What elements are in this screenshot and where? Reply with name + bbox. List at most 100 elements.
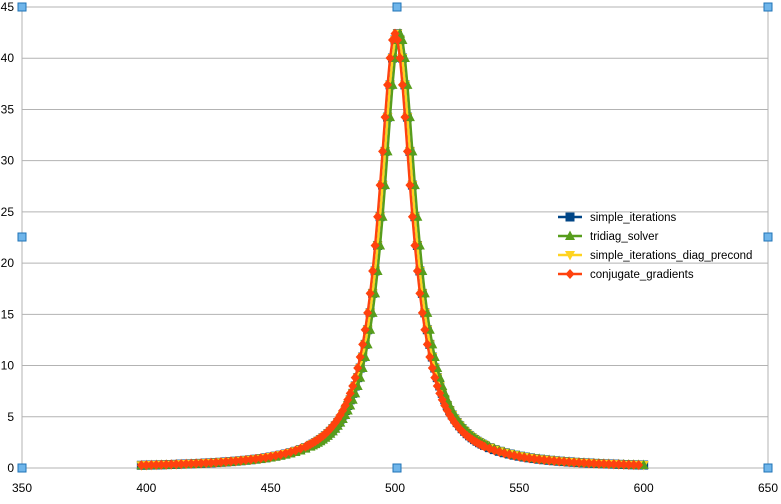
selection-handles[interactable] bbox=[17, 2, 773, 473]
legend-item: simple_iterations bbox=[558, 212, 677, 224]
data-point bbox=[584, 458, 594, 469]
legend-swatch-marker bbox=[565, 251, 575, 261]
data-point bbox=[397, 79, 407, 90]
y-tick-label: 0 bbox=[7, 461, 14, 475]
data-point bbox=[539, 455, 549, 466]
x-tick-label: 650 bbox=[758, 481, 778, 495]
data-point bbox=[236, 455, 246, 466]
y-tick-label: 10 bbox=[1, 359, 15, 373]
data-point bbox=[420, 324, 430, 335]
x-tick-label: 600 bbox=[634, 481, 654, 495]
resize-handle[interactable] bbox=[392, 2, 402, 12]
data-point bbox=[365, 288, 375, 299]
data-point bbox=[358, 339, 368, 350]
legend: simple_iterations tridiag_solver simple_it… bbox=[558, 212, 752, 281]
data-point bbox=[564, 457, 574, 468]
data-point bbox=[355, 352, 365, 363]
data-point bbox=[211, 457, 221, 468]
data-point bbox=[609, 459, 619, 470]
data-point bbox=[569, 457, 579, 468]
data-point bbox=[412, 265, 422, 276]
resize-handle[interactable] bbox=[763, 2, 773, 12]
y-tick-label: 45 bbox=[1, 0, 15, 14]
data-point bbox=[425, 352, 435, 363]
data-point bbox=[166, 459, 176, 470]
data-point bbox=[383, 79, 393, 90]
resize-handle[interactable] bbox=[17, 232, 27, 242]
data-point bbox=[181, 458, 191, 469]
data-point bbox=[196, 458, 206, 469]
x-tick-label: 500 bbox=[385, 481, 405, 495]
data-point bbox=[146, 459, 156, 470]
data-point bbox=[619, 459, 629, 470]
data-point bbox=[559, 456, 569, 467]
resize-handle[interactable] bbox=[17, 2, 27, 12]
data-point bbox=[350, 372, 360, 383]
data-point bbox=[161, 459, 171, 470]
data-point bbox=[574, 457, 584, 468]
data-point bbox=[136, 460, 146, 471]
data-point bbox=[360, 324, 370, 335]
series-line bbox=[141, 30, 647, 467]
x-tick-label: 550 bbox=[509, 481, 529, 495]
legend-item: simple_iterations_diag_precond bbox=[558, 250, 752, 262]
data-point bbox=[206, 457, 216, 468]
y-axis-ticks: 0 5 10 15 20 25 30 35 40 45 bbox=[1, 0, 15, 475]
data-point bbox=[201, 458, 211, 469]
legend-swatch-marker bbox=[565, 230, 575, 240]
data-point bbox=[221, 456, 231, 467]
data-point bbox=[589, 458, 599, 469]
x-tick-label: 450 bbox=[261, 481, 281, 495]
data-point bbox=[231, 455, 241, 466]
series-layer bbox=[136, 28, 649, 471]
resize-handle[interactable] bbox=[763, 463, 773, 473]
data-point bbox=[156, 459, 166, 470]
data-point bbox=[432, 381, 442, 392]
y-tick-label: 35 bbox=[1, 102, 15, 116]
y-tick-label: 20 bbox=[1, 256, 15, 270]
data-point bbox=[554, 456, 564, 467]
data-point bbox=[430, 372, 440, 383]
data-point bbox=[370, 240, 380, 251]
data-point bbox=[634, 459, 644, 470]
data-point bbox=[375, 180, 385, 191]
y-tick-label: 40 bbox=[1, 51, 15, 65]
series-tridiag_solver bbox=[136, 28, 649, 470]
legend-item: conjugate_gradients bbox=[558, 269, 694, 281]
data-point bbox=[392, 35, 402, 46]
y-tick-label: 30 bbox=[1, 154, 15, 168]
resize-handle[interactable] bbox=[763, 232, 773, 242]
data-point bbox=[141, 460, 151, 471]
legend-swatch-marker bbox=[565, 212, 575, 222]
data-point bbox=[544, 455, 554, 466]
legend-label: simple_iterations bbox=[590, 212, 677, 224]
legend-label: conjugate_gradients bbox=[590, 269, 694, 281]
x-tick-label: 350 bbox=[12, 481, 32, 495]
data-point bbox=[216, 457, 226, 468]
data-point bbox=[378, 146, 388, 157]
data-point bbox=[427, 363, 437, 374]
data-point bbox=[549, 455, 559, 466]
x-axis-ticks: 350 400 450 500 550 600 650 bbox=[12, 481, 778, 495]
y-tick-label: 25 bbox=[1, 205, 15, 219]
data-point bbox=[353, 363, 363, 374]
legend-swatch-marker bbox=[565, 269, 575, 279]
data-point bbox=[385, 53, 395, 64]
data-point bbox=[579, 458, 589, 469]
legend-item: tridiag_solver bbox=[558, 230, 659, 243]
data-point bbox=[395, 53, 405, 64]
data-point bbox=[226, 456, 236, 467]
resize-handle[interactable] bbox=[392, 463, 402, 473]
data-point bbox=[186, 458, 196, 469]
y-tick-label: 5 bbox=[7, 410, 14, 424]
resize-handle[interactable] bbox=[17, 463, 27, 473]
data-point bbox=[176, 459, 186, 470]
x-tick-label: 400 bbox=[136, 481, 156, 495]
data-point bbox=[614, 459, 624, 470]
data-point bbox=[380, 112, 390, 123]
data-point bbox=[415, 288, 425, 299]
data-point bbox=[417, 307, 427, 318]
data-point bbox=[405, 180, 415, 191]
data-point bbox=[407, 211, 417, 222]
